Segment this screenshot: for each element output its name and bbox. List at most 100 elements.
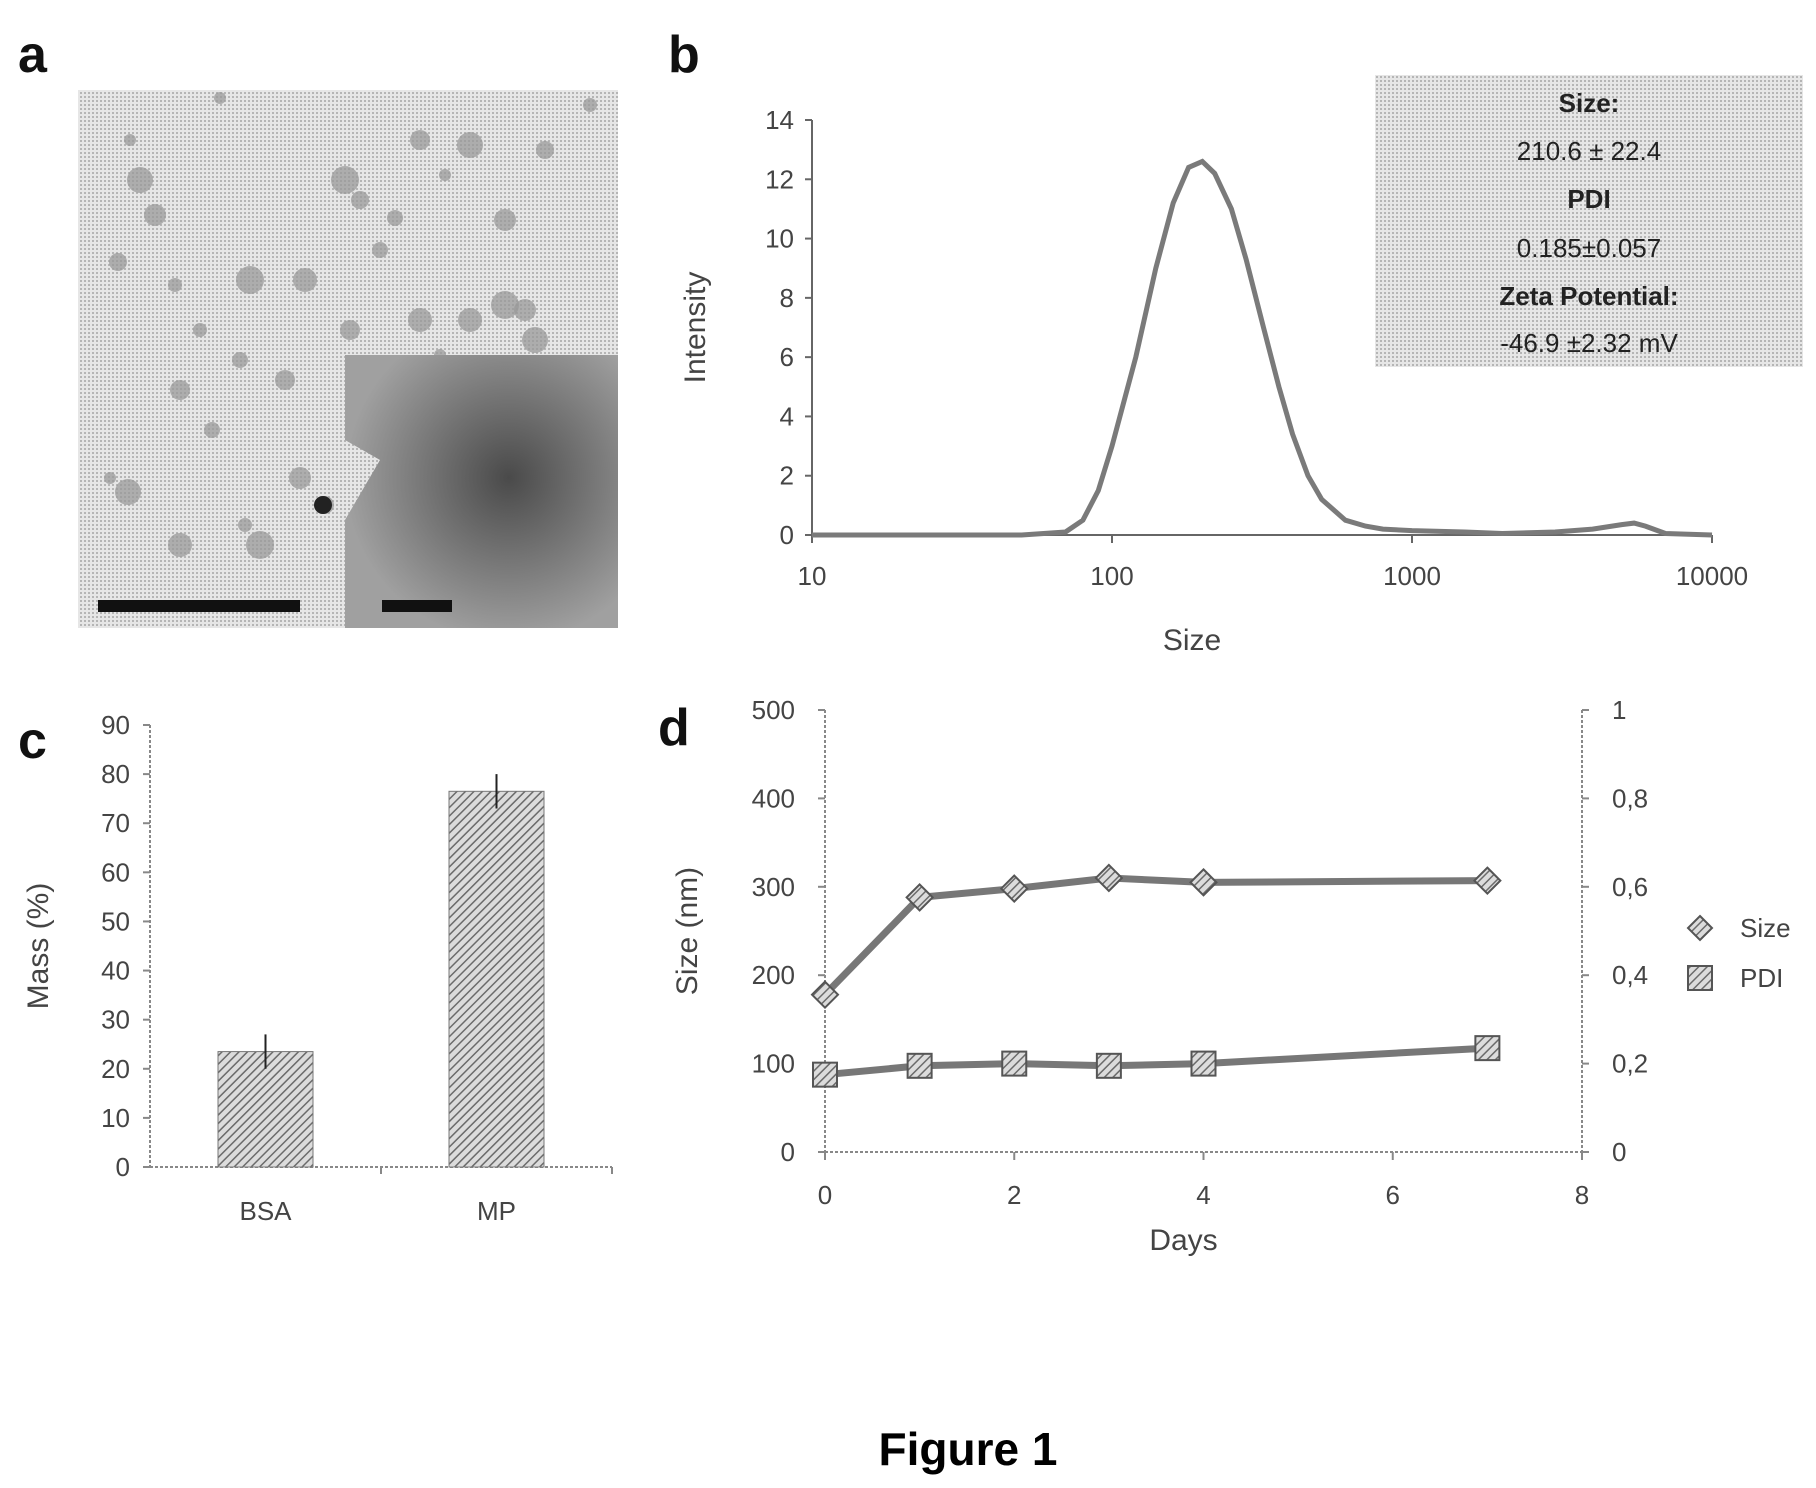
x-tick-label: 6 <box>1386 1180 1400 1210</box>
bar-bsa <box>217 1051 314 1168</box>
y-tick-label: 70 <box>101 808 130 838</box>
y-tick-label: 80 <box>101 759 130 789</box>
y2-tick-label: 0,8 <box>1612 783 1648 813</box>
particle <box>331 166 359 194</box>
x-tick-label: BSA <box>239 1196 292 1226</box>
data-point-pdi <box>906 1052 933 1079</box>
y-tick-label: 14 <box>765 105 794 135</box>
particle <box>144 204 166 226</box>
y-axis-label: Size (nm) <box>671 867 704 995</box>
y-tick-label: 50 <box>101 906 130 936</box>
data-point-pdi <box>1190 1050 1217 1077</box>
info-pdi-label: PDI <box>1567 184 1610 214</box>
legend-label-pdi: PDI <box>1740 963 1783 993</box>
particle <box>109 253 127 271</box>
y2-tick-label: 0,4 <box>1612 960 1648 990</box>
particle <box>351 191 369 209</box>
y-tick-label: 40 <box>101 956 130 986</box>
micrograph-inset <box>345 355 618 628</box>
particle <box>340 320 360 340</box>
legend-label-size: Size <box>1740 913 1791 943</box>
particle <box>127 167 153 193</box>
particle <box>232 352 248 368</box>
particle <box>387 210 403 226</box>
particle <box>439 169 451 181</box>
particle <box>494 209 516 231</box>
particle <box>522 327 548 353</box>
particle <box>204 422 220 438</box>
mass-bar-chart: 0 10 20 30 40 50 60 70 80 90 BSA MP Mass (%) <box>22 710 613 1226</box>
data-point-pdi <box>1474 1035 1501 1062</box>
y-tick-label: 12 <box>765 164 794 194</box>
y-tick-label: 4 <box>780 401 794 431</box>
figure-caption: Figure 1 <box>879 1423 1058 1475</box>
data-point-size <box>1472 866 1502 896</box>
particle <box>314 496 332 514</box>
y-tick-label: 0 <box>781 1137 795 1167</box>
particle <box>238 518 252 532</box>
y-tick-label: 2 <box>780 461 794 491</box>
panel-letter-a: a <box>18 26 48 84</box>
y-tick-label: 60 <box>101 857 130 887</box>
info-box <box>1375 75 1803 367</box>
particle <box>372 242 388 258</box>
y2-tick-label: 0 <box>1612 1137 1626 1167</box>
panel-letter-d: d <box>658 699 690 757</box>
particle <box>458 308 482 332</box>
y-tick-label: 100 <box>752 1049 795 1079</box>
series-line-pdi <box>824 1044 1488 1079</box>
micrograph-image <box>78 90 618 628</box>
info-zeta-label: Zeta Potential: <box>1499 281 1678 311</box>
y-tick-label: 8 <box>780 283 794 313</box>
particle <box>583 98 597 112</box>
y-tick-label: 200 <box>752 960 795 990</box>
y2-tick-label: 0,2 <box>1612 1049 1648 1079</box>
x-tick-label: 2 <box>1007 1180 1021 1210</box>
x-tick-label: 100 <box>1090 561 1133 591</box>
x-tick-label: 4 <box>1196 1180 1210 1210</box>
particle <box>214 92 226 104</box>
particle <box>293 268 317 292</box>
data-point-size <box>1094 863 1124 893</box>
x-tick-label: 0 <box>818 1180 832 1210</box>
particle <box>168 533 192 557</box>
particle <box>410 130 430 150</box>
y-tick-label: 6 <box>780 342 794 372</box>
particle <box>246 531 274 559</box>
legend-marker-size <box>1686 914 1714 942</box>
y-tick-label: 0 <box>780 520 794 550</box>
data-point-size <box>810 980 840 1010</box>
x-tick-label: 8 <box>1575 1180 1589 1210</box>
scale-bar-inset <box>382 600 452 612</box>
y-tick-label: 0 <box>116 1152 130 1182</box>
dls-chart: 0 2 4 6 8 10 12 14 10 100 1000 10000 Size Intensity Si… <box>679 75 1803 657</box>
info-size-value: 210.6 ± 22.4 <box>1517 136 1661 166</box>
particle <box>275 370 295 390</box>
y-tick-label: 20 <box>101 1054 130 1084</box>
data-point-size <box>999 874 1029 903</box>
y-tick-label: 10 <box>765 224 794 254</box>
legend-marker-pdi <box>1687 965 1713 991</box>
particle <box>408 308 432 332</box>
series-line-size <box>822 874 1488 998</box>
x-axis-label: Size <box>1163 624 1221 657</box>
y-tick-label: 500 <box>752 695 795 725</box>
x-tick-label: 10000 <box>1676 561 1748 591</box>
particle <box>168 278 182 292</box>
scale-bar-main <box>98 600 300 612</box>
data-point-size <box>905 882 935 912</box>
particle <box>104 472 116 484</box>
panel-letter-b: b <box>668 26 700 84</box>
y-tick-label: 400 <box>752 783 795 813</box>
y-axis-label: Mass (%) <box>22 883 55 1010</box>
y-tick-label: 10 <box>101 1103 130 1133</box>
x-tick-label: MP <box>477 1196 516 1226</box>
particle <box>491 291 519 319</box>
data-point-size <box>1189 867 1218 897</box>
data-point-pdi <box>1095 1052 1122 1079</box>
info-zeta-value: -46.9 ±2.32 mV <box>1500 328 1678 358</box>
x-axis-label: Days <box>1149 1224 1217 1257</box>
data-point-pdi <box>812 1061 838 1088</box>
particle <box>124 134 136 146</box>
